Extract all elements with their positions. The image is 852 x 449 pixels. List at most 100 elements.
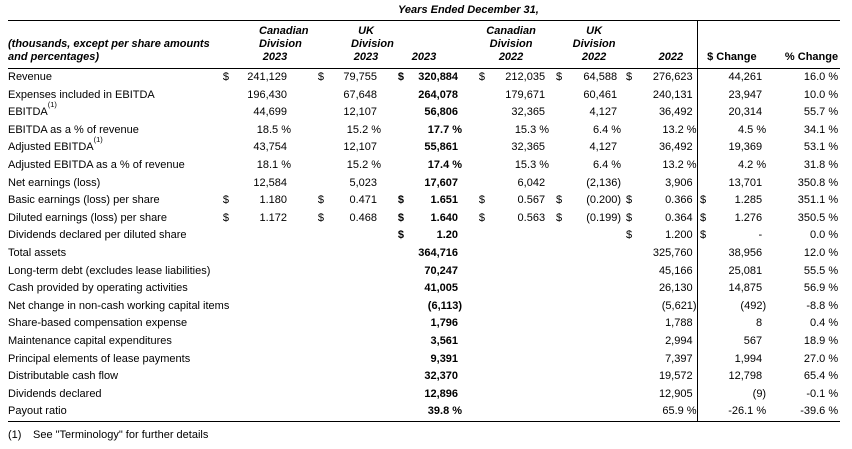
cell-value xyxy=(326,333,381,351)
cell-value: 4,127 xyxy=(589,106,618,119)
row-label: EBITDA(1) xyxy=(8,99,57,119)
cell-value xyxy=(564,315,621,333)
cell-currency-symbol xyxy=(381,122,406,140)
cell-currency-symbol xyxy=(291,104,326,122)
cell-currency-symbol xyxy=(696,156,709,175)
column-header-percent-change: % Change xyxy=(784,51,839,63)
cell-value: 41,005 xyxy=(424,282,459,295)
cell-value xyxy=(487,298,549,316)
cell-currency-symbol xyxy=(291,351,326,369)
cell-currency-symbol xyxy=(291,333,326,351)
cell-value xyxy=(487,368,549,386)
cell-currency-symbol xyxy=(696,139,709,157)
cell-value: 15.2 % xyxy=(346,158,382,171)
cell-currency-symbol xyxy=(220,368,231,386)
cell-currency-symbol xyxy=(549,280,564,298)
cell-value: 14,875 xyxy=(728,282,763,295)
cell-currency-symbol xyxy=(696,403,709,422)
cell-value: 325,760 xyxy=(652,246,693,259)
cell-value xyxy=(487,245,549,263)
cell-currency-symbol xyxy=(381,87,406,105)
cell-value: 15.3 % xyxy=(514,158,550,171)
cell-currency-symbol xyxy=(220,315,231,333)
cell-value: 12,584 xyxy=(253,176,288,189)
cell-currency-symbol xyxy=(549,122,564,140)
cell-currency-symbol xyxy=(462,157,487,175)
row-label: Diluted earnings (loss) per share xyxy=(8,211,167,224)
cell-value: 26,130 xyxy=(658,282,693,295)
cell-currency-symbol xyxy=(549,263,564,281)
cell-currency-symbol xyxy=(621,263,634,281)
row-label: Net change in non-cash working capital i… xyxy=(8,299,230,312)
cell-currency-symbol xyxy=(696,86,709,105)
cell-currency-symbol xyxy=(549,227,564,245)
cell-value: 15.2 % xyxy=(346,123,382,136)
cell-currency-symbol xyxy=(549,245,564,263)
cell-value: (5,621) xyxy=(661,299,697,312)
cell-value: 17.4 % xyxy=(427,158,463,171)
cell-currency-symbol xyxy=(462,386,487,404)
cell-currency-symbol xyxy=(696,315,709,333)
cell-value xyxy=(487,280,549,298)
cell-value xyxy=(326,386,381,404)
cell-value xyxy=(564,298,621,316)
cell-value xyxy=(487,333,549,351)
cell-value: 276,623 xyxy=(652,71,693,83)
cell-value: 38,956 xyxy=(728,246,763,259)
cell-value xyxy=(487,263,549,281)
cell-value: 9,391 xyxy=(430,352,459,365)
cell-currency-symbol xyxy=(381,104,406,122)
cell-value: 350.5 % xyxy=(797,211,839,224)
cell-value xyxy=(231,280,291,298)
cell-currency-symbol: $ xyxy=(696,192,709,210)
cell-value: 12,896 xyxy=(424,387,459,400)
cell-value: 1.285 xyxy=(734,194,763,207)
cell-currency-symbol: $ xyxy=(696,227,709,245)
cell-currency-symbol xyxy=(621,139,634,157)
row-label: Share-based compensation expense xyxy=(8,317,188,330)
row-label: Dividends declared xyxy=(8,387,102,400)
row-label: Revenue xyxy=(8,71,53,83)
header-row: (thousands, except per share amounts and… xyxy=(8,20,841,69)
cell-value: 3,561 xyxy=(430,334,459,347)
cell-currency-symbol xyxy=(549,333,564,351)
cell-currency-symbol xyxy=(291,368,326,386)
cell-value: - xyxy=(758,229,763,242)
cell-currency-symbol xyxy=(462,298,487,316)
cell-currency-symbol xyxy=(220,280,231,298)
cell-value xyxy=(326,280,381,298)
cell-value xyxy=(487,403,549,421)
cell-value: 36,492 xyxy=(658,106,693,119)
cell-value: 55.7 % xyxy=(803,106,839,119)
cell-currency-symbol xyxy=(220,351,231,369)
cell-currency-symbol xyxy=(291,315,326,333)
cell-value: 351.1 % xyxy=(797,194,839,207)
cell-value: 240,131 xyxy=(652,88,693,101)
cell-currency-symbol xyxy=(462,403,487,421)
cell-value: 19,572 xyxy=(658,370,693,383)
cell-value xyxy=(487,315,549,333)
cell-value xyxy=(487,227,549,245)
column-header-total-2023: 2023 xyxy=(411,51,437,63)
cell-value xyxy=(564,280,621,298)
cell-value xyxy=(326,227,381,245)
cell-currency-symbol xyxy=(696,262,709,281)
cell-value: 20,314 xyxy=(728,106,763,119)
cell-currency-symbol xyxy=(381,280,406,298)
cell-value: 196,430 xyxy=(247,88,288,101)
cell-value: 0.0 % xyxy=(809,229,839,242)
cell-currency-symbol xyxy=(621,386,634,404)
cell-value: 19,369 xyxy=(728,141,763,154)
cell-value: 10.0 % xyxy=(803,88,839,101)
cell-value: 45,166 xyxy=(658,264,693,277)
cell-value: 44,699 xyxy=(253,106,288,119)
cell-currency-symbol xyxy=(291,386,326,404)
cell-value: 15.3 % xyxy=(514,123,550,136)
cell-value: 60,461 xyxy=(583,88,618,101)
table-row: Dividends declared per diluted share $1.2… xyxy=(8,227,840,245)
cell-currency-symbol xyxy=(696,280,709,298)
cell-currency-symbol xyxy=(381,263,406,281)
row-label: Expenses included in EBITDA xyxy=(8,88,155,101)
cell-currency-symbol: $ xyxy=(317,194,325,207)
cell-value: 27.0 % xyxy=(803,352,839,365)
